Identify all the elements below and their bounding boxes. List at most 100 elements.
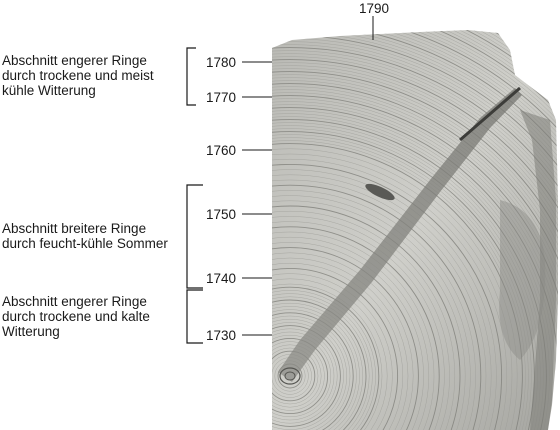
pith bbox=[279, 367, 301, 385]
growth-ring bbox=[272, 98, 558, 430]
growth-ring bbox=[272, 341, 325, 411]
bark-edge bbox=[520, 110, 556, 430]
annotation-lower-line-2: durch trockene und kalte bbox=[2, 309, 150, 324]
medullary-ray bbox=[278, 88, 522, 382]
growth-ring bbox=[272, 95, 558, 430]
growth-ring bbox=[272, 216, 450, 430]
growth-ring bbox=[272, 68, 558, 430]
growth-ring bbox=[272, 179, 487, 430]
growth-ring bbox=[272, 80, 558, 430]
shadow-patch bbox=[499, 200, 546, 360]
growth-ring bbox=[272, 47, 558, 430]
growth-ring bbox=[272, 252, 414, 430]
growth-ring bbox=[272, 205, 461, 430]
growth-ring bbox=[272, 309, 357, 430]
growth-ring bbox=[272, 137, 529, 430]
growth-ring bbox=[272, 41, 558, 430]
growth-ring bbox=[272, 344, 322, 408]
bracket-lower bbox=[186, 289, 203, 344]
year-label-1770: 1770 bbox=[206, 90, 237, 105]
growth-ring bbox=[272, 62, 558, 430]
annotation-middle-line-2: durch feucht-kühle Sommer bbox=[2, 236, 168, 251]
growth-ring bbox=[272, 104, 558, 430]
growth-ring bbox=[272, 334, 332, 418]
growth-ring bbox=[272, 143, 523, 430]
growth-ring bbox=[272, 226, 440, 430]
annotation-upper: Abschnitt engerer Ringe durch trockene u… bbox=[2, 53, 154, 98]
year-label-1760: 1760 bbox=[206, 143, 237, 158]
annotation-upper-line-2: durch trockene und meist bbox=[2, 68, 154, 83]
growth-ring bbox=[272, 221, 445, 430]
annotation-upper-line-1: Abschnitt engerer Ringe bbox=[2, 53, 147, 68]
growth-ring bbox=[272, 153, 513, 430]
growth-ring bbox=[272, 134, 532, 430]
growth-ring bbox=[272, 306, 360, 430]
bracket-middle bbox=[186, 184, 203, 289]
year-label-1780: 1780 bbox=[206, 55, 237, 70]
growth-ring bbox=[272, 278, 388, 430]
year-label-1730: 1730 bbox=[206, 328, 237, 343]
growth-ring bbox=[272, 262, 404, 430]
growth-ring bbox=[272, 299, 367, 430]
growth-ring bbox=[272, 267, 399, 430]
growth-ring bbox=[272, 101, 558, 430]
growth-ring bbox=[272, 50, 558, 430]
growth-ring bbox=[272, 247, 419, 430]
growth-ring bbox=[272, 56, 558, 430]
annotation-lower-line-3: Witterung bbox=[2, 324, 60, 339]
growth-ring bbox=[272, 315, 351, 430]
growth-ring bbox=[272, 190, 476, 430]
growth-ring bbox=[272, 86, 558, 430]
growth-ring bbox=[272, 286, 380, 430]
growth-ring bbox=[272, 331, 335, 421]
growth-ring bbox=[272, 148, 518, 430]
growth-ring bbox=[272, 302, 364, 430]
growth-ring bbox=[272, 195, 471, 430]
growth-ring bbox=[272, 296, 370, 430]
growth-ring bbox=[272, 318, 348, 430]
growth-ring bbox=[272, 71, 558, 430]
growth-ring bbox=[272, 92, 558, 430]
annotation-middle: Abschnitt breitere Ringe durch feucht-kü… bbox=[2, 221, 168, 251]
growth-ring bbox=[272, 347, 319, 405]
brackets bbox=[186, 47, 203, 344]
year-label-1740: 1740 bbox=[206, 271, 237, 286]
growth-ring bbox=[272, 283, 383, 430]
growth-ring bbox=[272, 242, 424, 430]
growth-ring bbox=[272, 53, 558, 430]
growth-ring bbox=[272, 293, 373, 430]
growth-ring bbox=[272, 210, 456, 430]
pith-inner bbox=[284, 371, 296, 381]
bracket-upper bbox=[186, 47, 196, 106]
growth-ring bbox=[272, 354, 312, 398]
growth-ring bbox=[272, 59, 558, 430]
growth-ring bbox=[272, 236, 430, 430]
growth-ring bbox=[272, 74, 558, 430]
growth-ring bbox=[272, 350, 316, 402]
growth-ring bbox=[272, 158, 508, 430]
growth-ring bbox=[272, 169, 497, 430]
growth-ring bbox=[272, 83, 558, 430]
annotation-lower: Abschnitt engerer Ringe durch trockene u… bbox=[2, 294, 150, 339]
growth-ring bbox=[272, 89, 558, 430]
growth-ring bbox=[272, 77, 558, 430]
growth-ring bbox=[272, 107, 558, 430]
growth-ring bbox=[272, 200, 466, 430]
growth-ring bbox=[272, 65, 558, 430]
growth-ring bbox=[272, 184, 482, 430]
growth-ring bbox=[272, 290, 376, 430]
knot-mark bbox=[365, 183, 395, 201]
growth-ring bbox=[272, 337, 329, 415]
growth-ring bbox=[272, 312, 354, 430]
leader-lines bbox=[242, 16, 374, 336]
annotation-lower-line-1: Abschnitt engerer Ringe bbox=[2, 294, 147, 309]
radial-crack bbox=[459, 86, 521, 142]
growth-ring bbox=[272, 174, 492, 430]
annotation-middle-line-1: Abschnitt breitere Ringe bbox=[2, 221, 147, 236]
growth-ring bbox=[272, 140, 526, 430]
annotation-upper-line-3: kühle Witterung bbox=[2, 83, 96, 98]
growth-ring bbox=[272, 231, 435, 430]
growth-ring bbox=[272, 257, 409, 430]
year-label-1750: 1750 bbox=[206, 207, 237, 222]
